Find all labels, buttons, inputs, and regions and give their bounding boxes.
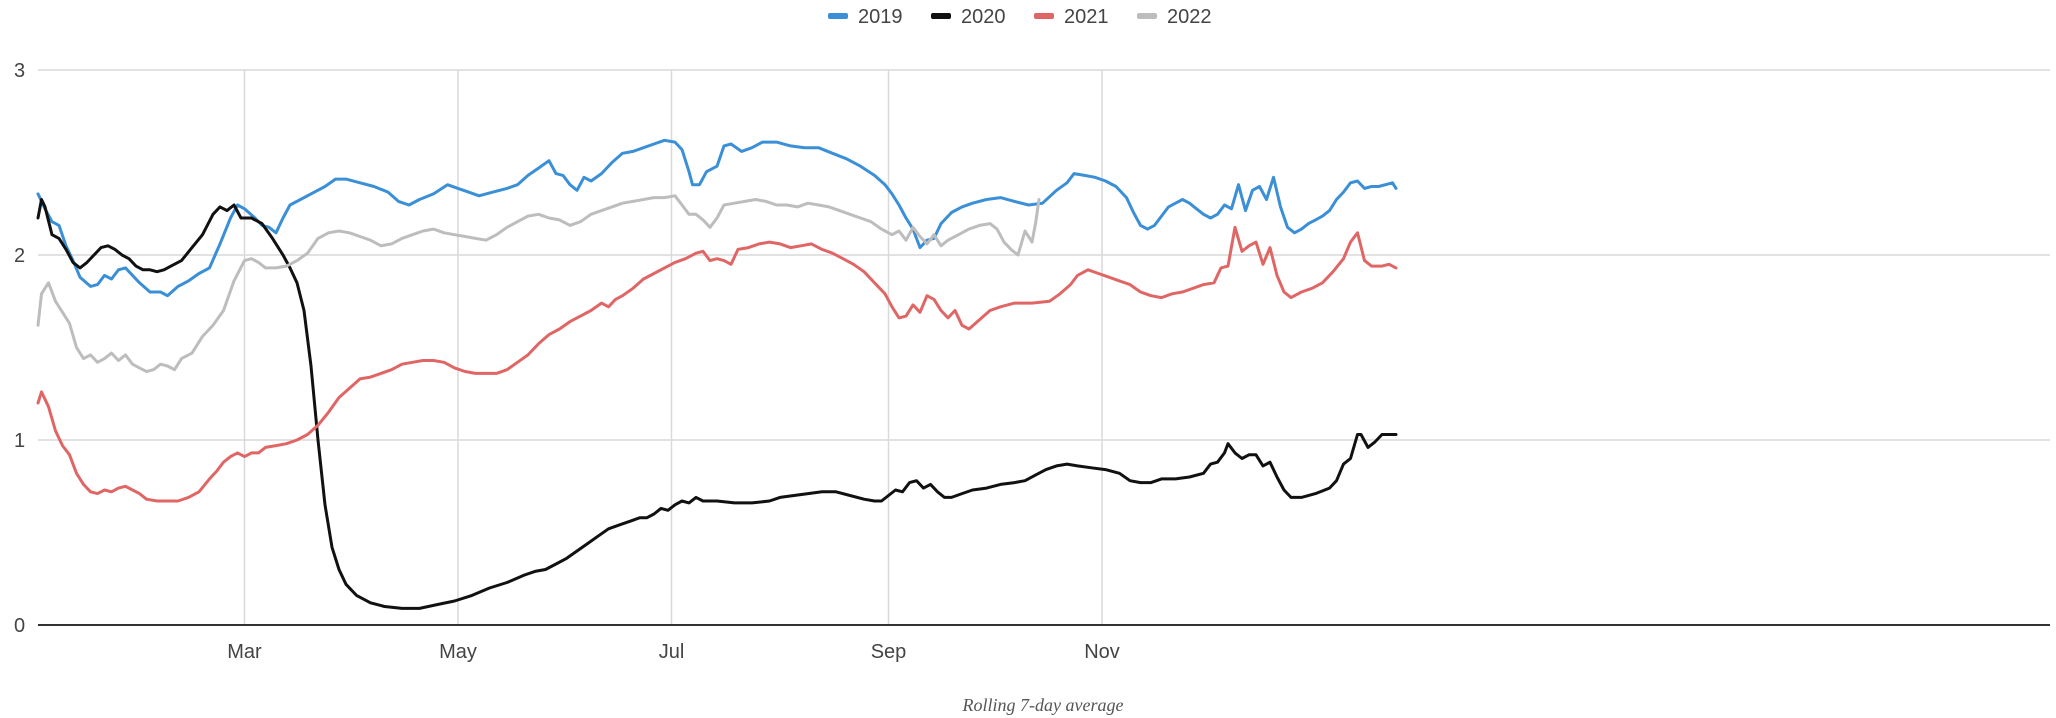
legend: 2019 2020 2021 2022: [828, 6, 1212, 28]
x-tick-label: May: [439, 641, 477, 663]
gridlines: [38, 69, 2050, 625]
series-line-2019: [36, 138, 1398, 298]
y-tick-label: 3: [14, 60, 25, 82]
series-line-2020: [36, 198, 1398, 610]
series-line-2021: [36, 225, 1398, 503]
y-axis-ticks: 0 1 2 3: [14, 60, 25, 637]
legend-swatch-2020: [931, 13, 951, 19]
series-line-2022: [36, 194, 1041, 373]
x-axis-label: Rolling 7-day average: [962, 695, 1124, 715]
series-lines: [36, 138, 1398, 610]
legend-swatch-2021: [1034, 13, 1054, 19]
x-tick-label: Sep: [871, 641, 907, 663]
y-tick-label: 0: [14, 615, 25, 637]
x-axis-ticks: Mar May Jul Sep Nov: [227, 641, 1120, 663]
legend-swatch-2019: [828, 13, 848, 19]
y-tick-label: 2: [14, 245, 25, 267]
legend-label-2022: 2022: [1167, 6, 1212, 28]
legend-label-2019: 2019: [858, 6, 903, 28]
legend-label-2020: 2020: [961, 6, 1006, 28]
x-tick-label: Nov: [1084, 641, 1120, 663]
x-tick-label: Jul: [659, 641, 685, 663]
y-tick-label: 1: [14, 430, 25, 452]
legend-swatch-2022: [1137, 13, 1157, 19]
x-tick-label: Mar: [227, 641, 262, 663]
legend-label-2021: 2021: [1064, 6, 1109, 28]
